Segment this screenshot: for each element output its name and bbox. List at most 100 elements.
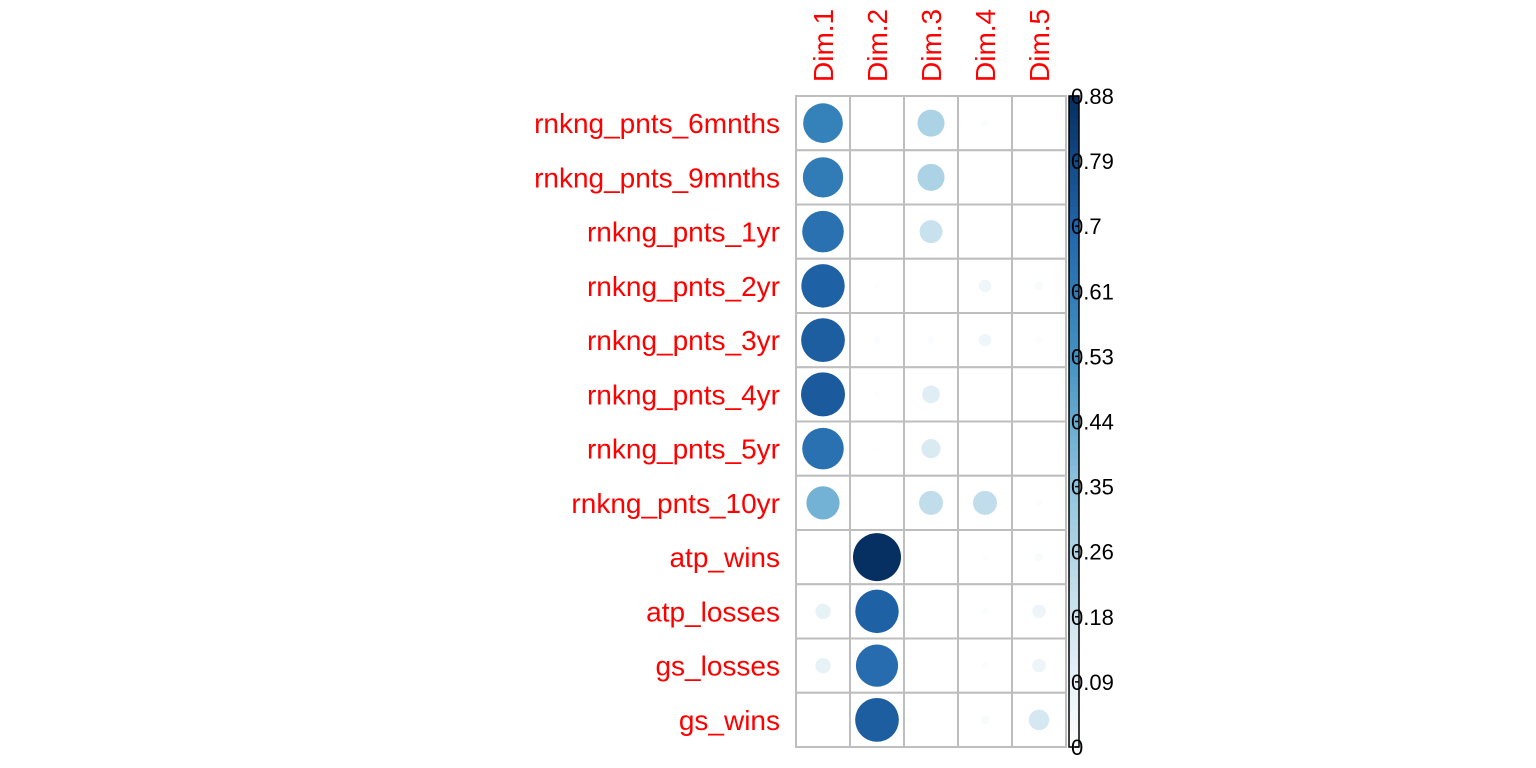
- cell-circle: [982, 174, 988, 180]
- legend-swatch: [1069, 428, 1079, 437]
- legend-swatch: [1069, 665, 1079, 674]
- grid-cell: [903, 203, 959, 260]
- cell-circle: [802, 210, 844, 253]
- grid-cell: [1011, 691, 1067, 748]
- cell-circle: [801, 318, 845, 362]
- legend-swatch: [1069, 643, 1079, 652]
- legend-swatch: [1069, 510, 1079, 519]
- grid-cell: [957, 420, 1013, 477]
- legend-swatch: [1069, 206, 1079, 215]
- cell-circle: [855, 698, 899, 742]
- legend-swatch: [1069, 317, 1079, 326]
- column-label: Dim.1: [808, 9, 839, 82]
- circles: [800, 103, 1050, 742]
- cell-circle: [1032, 604, 1046, 619]
- column-label: Dim.3: [916, 9, 947, 82]
- cell-circle: [815, 657, 831, 674]
- column-label: Dim.5: [1024, 9, 1055, 82]
- legend-swatch: [1069, 280, 1079, 289]
- grid-cell: [903, 529, 959, 586]
- cell-circle: [917, 163, 945, 191]
- cell-circle: [973, 490, 997, 515]
- legend-swatch: [1069, 488, 1079, 497]
- legend-swatch: [1069, 110, 1079, 119]
- cell-circle: [815, 603, 831, 620]
- cell-circle: [978, 333, 992, 347]
- legend-swatch: [1069, 584, 1079, 593]
- cell-circle: [874, 446, 880, 452]
- legend-swatch: [1069, 266, 1079, 275]
- row-label: rnkng_pnts_9mnths: [534, 162, 780, 193]
- legend-swatch: [1069, 332, 1079, 341]
- grid-cell: [849, 420, 905, 477]
- legend-swatch: [1069, 613, 1079, 622]
- grid-cell: [795, 529, 851, 586]
- legend-swatch: [1069, 140, 1079, 149]
- legend-swatch: [1069, 576, 1079, 585]
- legend-swatch: [1069, 532, 1079, 541]
- legend-swatch: [1069, 347, 1079, 356]
- legend-swatch: [1069, 96, 1079, 104]
- legend-swatch: [1069, 340, 1079, 349]
- legend-swatch: [1069, 658, 1079, 667]
- legend-swatch: [1069, 354, 1079, 363]
- row-label: rnkng_pnts_3yr: [587, 325, 780, 356]
- legend-swatch: [1069, 710, 1079, 719]
- grid-cell: [1011, 366, 1067, 423]
- cell-circle: [1034, 552, 1044, 562]
- legend-swatch: [1069, 369, 1079, 378]
- row-label: rnkng_pnts_5yr: [587, 434, 780, 465]
- legend-swatch: [1069, 155, 1079, 164]
- legend-tick-label: 0.35: [1071, 475, 1114, 500]
- legend-swatch: [1069, 458, 1079, 467]
- legend-swatch: [1069, 391, 1079, 400]
- legend-tick-label: 0.88: [1071, 84, 1114, 109]
- cell-circle: [927, 336, 935, 344]
- grid-cell: [903, 583, 959, 640]
- legend-swatch: [1069, 295, 1079, 304]
- cell-circle: [919, 490, 943, 515]
- cell-circle: [982, 554, 988, 560]
- cell-circle: [921, 439, 941, 459]
- legend-swatch: [1069, 192, 1079, 201]
- row-label: rnkng_pnts_4yr: [587, 379, 780, 410]
- cell-circle: [980, 715, 990, 725]
- cell-circle: [873, 336, 881, 344]
- legend-swatch: [1069, 680, 1079, 689]
- legend-tick-label: 0.61: [1071, 279, 1114, 304]
- legend-swatch: [1069, 621, 1079, 630]
- legend-swatch: [1069, 451, 1079, 460]
- legend-swatch: [1069, 273, 1079, 282]
- legend-swatch: [1069, 414, 1079, 423]
- legend-swatch: [1069, 377, 1079, 386]
- cell-circle: [1032, 658, 1046, 673]
- grid-cell: [849, 203, 905, 260]
- legend-swatch: [1069, 406, 1079, 415]
- cell-circle: [855, 644, 899, 687]
- grid-cell: [1011, 203, 1067, 260]
- legend-swatch: [1069, 325, 1079, 334]
- legend-swatch: [1069, 288, 1079, 297]
- grid-cell: [957, 366, 1013, 423]
- legend-swatch: [1069, 636, 1079, 645]
- cell-circle: [803, 103, 843, 143]
- legend-swatch: [1069, 310, 1079, 319]
- legend-tick-label: 0.18: [1071, 605, 1114, 630]
- row-label: atp_wins: [669, 542, 780, 573]
- legend-swatch: [1069, 724, 1079, 733]
- legend-swatch: [1069, 169, 1079, 178]
- legend-swatch: [1069, 606, 1079, 615]
- row-label: atp_losses: [646, 596, 780, 627]
- legend-swatch: [1069, 436, 1079, 445]
- legend-swatch: [1069, 687, 1079, 696]
- cell-circle: [801, 264, 845, 308]
- cell-circle: [802, 427, 844, 470]
- legend-swatch: [1069, 673, 1079, 682]
- cell-circle: [800, 372, 846, 417]
- legend-swatch: [1069, 554, 1079, 563]
- legend-tick-label: 0.79: [1071, 149, 1114, 174]
- legend-swatch: [1069, 384, 1079, 393]
- legend-swatch: [1069, 214, 1079, 223]
- legend-swatch: [1069, 103, 1079, 112]
- legend-swatch: [1069, 147, 1079, 156]
